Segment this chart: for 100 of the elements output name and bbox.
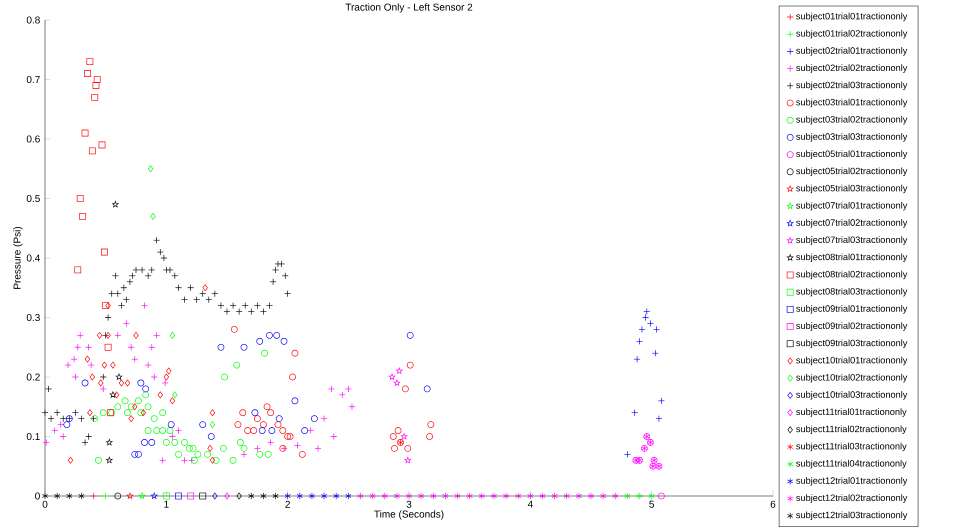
point (250, 427, 258, 434)
point (267, 439, 274, 446)
point (272, 492, 279, 500)
point (490, 492, 497, 500)
x-tick-label: 1 (164, 500, 169, 508)
point (88, 148, 96, 154)
point (296, 492, 303, 500)
chart-title: Traction Only - Left Sensor 2 (346, 3, 472, 13)
point (171, 439, 178, 446)
point (135, 450, 142, 458)
y-tick-label: 0.6 (26, 135, 40, 143)
point (150, 212, 156, 220)
point (406, 492, 412, 500)
point (539, 492, 546, 500)
point (122, 397, 128, 404)
x-tick-label: 0 (42, 500, 48, 508)
point (102, 362, 108, 368)
legend-label: subject08trial03tractiononly (796, 288, 908, 296)
point (442, 492, 448, 500)
point (128, 403, 135, 410)
legend-label: subject03trial01tractiononly (796, 98, 908, 108)
point (186, 445, 193, 452)
legend-label: subject08trial01tractiononly (796, 253, 908, 262)
point (221, 374, 228, 380)
point (96, 332, 102, 339)
point (478, 492, 485, 500)
point (224, 492, 230, 500)
point (74, 266, 82, 274)
point (54, 492, 60, 500)
point (190, 445, 196, 452)
point (175, 492, 182, 500)
point (142, 385, 150, 392)
point (234, 421, 242, 428)
point (153, 427, 160, 434)
point (394, 492, 400, 500)
point (279, 427, 286, 434)
point (248, 492, 254, 500)
point (624, 492, 630, 500)
point (308, 492, 315, 500)
point (301, 427, 308, 434)
point (158, 391, 163, 398)
point (124, 409, 131, 416)
point (588, 492, 594, 500)
y-tick-label: 0.2 (26, 373, 40, 381)
legend-label: subject03trial03tractiononly (796, 133, 908, 142)
point (102, 302, 110, 310)
point (254, 415, 261, 422)
point (148, 344, 156, 351)
point (220, 445, 227, 452)
point (394, 427, 402, 434)
point (84, 70, 91, 77)
point (175, 450, 182, 458)
point (658, 492, 665, 500)
legend-label: subject11trial01tractiononly (796, 408, 907, 417)
point (66, 492, 72, 500)
y-tick-label: 0.7 (26, 76, 40, 84)
legend-label: subject05trial02tractiononly (796, 167, 908, 176)
point (78, 492, 84, 500)
point (124, 380, 130, 386)
point (576, 492, 582, 500)
point (150, 374, 158, 380)
point (100, 409, 107, 416)
point (116, 374, 122, 380)
point (42, 492, 48, 500)
point (564, 492, 570, 500)
legend-label: subject05trial03tractiononly (796, 184, 908, 194)
point (266, 332, 273, 339)
legend-label: subject10trial01tractiononly (796, 356, 908, 366)
point (406, 332, 414, 339)
point (292, 397, 298, 404)
point (382, 492, 388, 500)
point (404, 456, 412, 464)
point (148, 165, 154, 172)
point (85, 344, 92, 351)
point (230, 326, 238, 333)
point (404, 445, 412, 452)
point (239, 409, 246, 416)
point (212, 456, 220, 464)
point (114, 391, 120, 398)
x-tick-label: 2 (285, 500, 290, 508)
point (286, 433, 294, 440)
point (100, 385, 107, 392)
legend-label: subject10trial03tractiononly (796, 391, 908, 400)
point (636, 492, 643, 500)
legend-label: subject11trial02tractiononly (796, 425, 907, 434)
point (84, 356, 90, 363)
point (268, 427, 276, 434)
point (298, 450, 306, 458)
point (135, 397, 142, 404)
point (131, 356, 138, 363)
x-axis-title: Time (Seconds) (374, 510, 444, 520)
point (240, 445, 248, 452)
point (128, 415, 134, 422)
point (133, 332, 139, 339)
point (418, 492, 424, 500)
point (92, 82, 100, 89)
point (230, 456, 236, 464)
point (141, 439, 148, 446)
point (394, 380, 400, 386)
legend-label: subject12trial03tractiononly (796, 511, 908, 520)
